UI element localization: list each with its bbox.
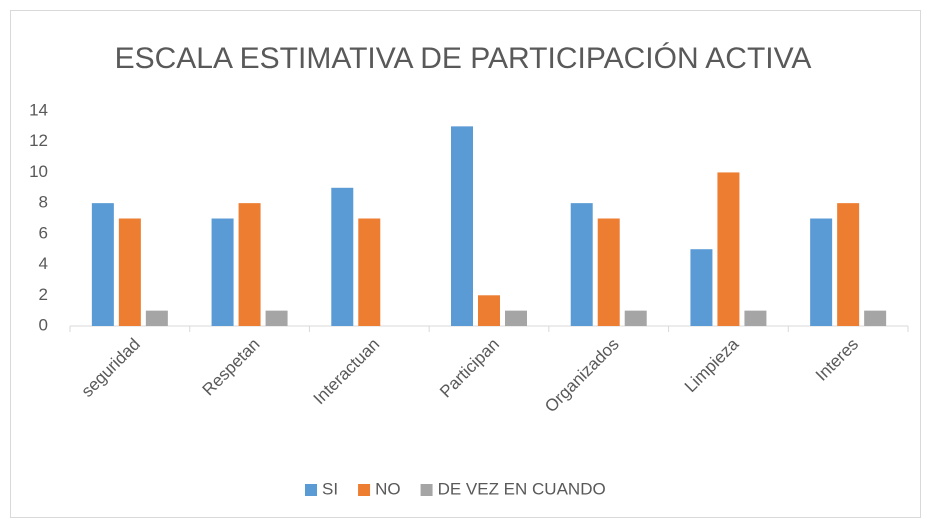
y-tick-label: 14 [29,100,48,119]
bar [624,310,647,326]
bar [478,295,500,326]
bar [451,126,473,326]
chart-title: ESCALA ESTIMATIVA DE PARTICIPACIÓN ACTIV… [115,42,812,75]
y-tick-label: 2 [39,285,48,304]
bar [331,187,354,326]
bar [717,172,740,326]
bar [570,203,593,326]
y-tick-label: 8 [39,193,48,212]
legend-label: NO [375,479,401,498]
bar [505,310,527,326]
bar [118,218,141,326]
y-tick-label: 0 [39,315,48,334]
legend-swatch [305,484,317,496]
bar [211,218,234,326]
bar [91,203,114,326]
bar [744,310,767,326]
bar [864,310,887,326]
legend-label: DE VEZ EN CUANDO [438,479,606,498]
bar [810,218,833,326]
bar [837,203,860,326]
bar [690,249,713,326]
y-tick-label: 4 [39,254,48,273]
bar [238,203,261,326]
legend-label: SI [322,479,338,498]
bar [145,310,168,326]
y-tick-label: 6 [39,223,48,242]
y-tick-label: 12 [29,131,48,150]
bar [265,310,288,326]
y-tick-label: 10 [29,162,48,181]
legend-swatch [358,484,371,496]
bar [358,218,381,326]
legend-swatch [420,484,433,496]
bar [597,218,620,326]
